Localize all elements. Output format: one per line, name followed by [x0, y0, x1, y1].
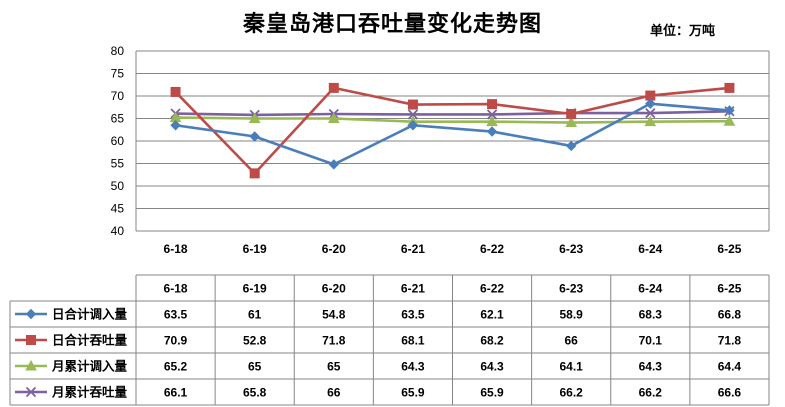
table-series-label: 月累计吞吐量 [51, 385, 128, 400]
table-value-cell: 66 [565, 334, 579, 348]
data-point [565, 140, 577, 152]
series-line [175, 116, 730, 124]
x-tick-label: 6-25 [717, 242, 741, 256]
series-triangle [169, 111, 736, 128]
data-point [724, 105, 735, 116]
y-tick-label: 65 [111, 112, 125, 126]
data-point [407, 120, 419, 131]
x-tick-label: 6-22 [480, 242, 504, 256]
table-value-cell: 65 [327, 360, 341, 374]
table-value-cell: 71.8 [322, 334, 346, 348]
data-point [328, 159, 340, 170]
data-point [644, 115, 657, 127]
table-series-label: 日合计吞吐量 [52, 333, 128, 348]
table-header-cell: 6-19 [243, 282, 267, 296]
data-point [486, 115, 498, 127]
y-tick-label: 75 [111, 67, 125, 81]
table-value-cell: 70.9 [164, 334, 188, 348]
y-tick-label: 80 [111, 44, 125, 58]
table-value-cell: 68.2 [480, 334, 504, 348]
table-value-cell: 52.8 [243, 334, 267, 348]
table-value-cell: 62.1 [480, 308, 504, 322]
table-value-cell: 71.8 [718, 334, 742, 348]
table-value-cell: 68.3 [639, 308, 663, 322]
y-tick-label: 60 [111, 134, 125, 148]
table-header-cell: 6-24 [638, 282, 662, 296]
table-header-cell: 6-22 [480, 282, 504, 296]
table-series-label: 日合计调入量 [52, 307, 128, 322]
data-point [723, 115, 736, 126]
series-line [175, 110, 730, 117]
data-point [407, 109, 419, 120]
data-point [249, 131, 260, 142]
table-header-cell: 6-18 [164, 282, 188, 296]
data-point [26, 335, 36, 345]
data-point [565, 116, 578, 128]
table-header-cell: 6-20 [322, 282, 346, 296]
data-point [486, 109, 498, 120]
data-point [327, 112, 340, 123]
table-value-cell: 64.1 [560, 360, 584, 374]
x-tick-label: 6-21 [401, 242, 425, 256]
table-value-cell: 68.1 [401, 334, 425, 348]
series-line [175, 102, 730, 166]
table-value-cell: 63.5 [401, 308, 425, 322]
table-value-cell: 63.5 [164, 308, 188, 322]
table-header-cell: 6-21 [401, 282, 425, 296]
table-value-cell: 66.8 [718, 308, 742, 322]
y-tick-label: 45 [111, 202, 125, 216]
x-tick-label: 6-23 [559, 242, 583, 256]
data-point [487, 99, 498, 110]
unit-label: 单位：万吨 [650, 24, 716, 39]
x-tick-label: 6-19 [243, 242, 267, 256]
table-value-cell: 64.4 [718, 360, 742, 374]
table-value-cell: 66.1 [164, 386, 188, 400]
table-series-label: 月累计调入量 [51, 359, 128, 374]
table-value-cell: 64.3 [401, 360, 425, 374]
data-point [645, 107, 656, 119]
table-value-cell: 66 [327, 386, 341, 400]
series-square [170, 82, 735, 179]
data-point [645, 98, 656, 109]
table-value-cell: 54.8 [322, 308, 346, 322]
table-value-cell: 58.9 [560, 308, 584, 322]
series-diamond [170, 98, 735, 170]
table-value-cell: 65 [248, 360, 262, 374]
data-point [407, 99, 418, 110]
y-tick-label: 40 [111, 224, 125, 238]
data-point [249, 168, 260, 179]
table-value-cell: 66.2 [560, 386, 584, 400]
table-value-cell: 64.3 [480, 360, 504, 374]
data-point [25, 359, 37, 371]
table-value-cell: 65.9 [401, 386, 425, 400]
data-point [566, 109, 577, 119]
data-point [170, 120, 181, 131]
data-point [170, 86, 181, 97]
data-point [248, 112, 261, 123]
table-value-cell: 66.6 [718, 386, 742, 400]
data-point [724, 82, 735, 93]
data-point [328, 82, 339, 93]
series-line [174, 86, 730, 175]
y-tick-label: 70 [111, 89, 125, 103]
data-point [486, 126, 498, 137]
x-tick-label: 6-20 [322, 242, 346, 256]
table-header-cell: 6-25 [717, 282, 741, 296]
x-tick-label: 6-18 [164, 242, 188, 256]
table-value-cell: 70.1 [639, 334, 663, 348]
table-value-cell: 61 [248, 308, 262, 322]
table-value-cell: 65.9 [480, 386, 504, 400]
table-value-cell: 65.8 [243, 386, 267, 400]
data-point [25, 308, 37, 320]
y-tick-label: 50 [111, 179, 125, 193]
y-tick-label: 55 [111, 157, 125, 171]
table-value-cell: 66.2 [639, 386, 663, 400]
table-value-cell: 64.3 [639, 360, 663, 374]
table-value-cell: 65.2 [164, 360, 188, 374]
data-point [25, 386, 37, 398]
chart-title: 秦皇岛港口吞吐量变化走势图 [242, 12, 542, 37]
x-tick-label: 6-24 [638, 242, 662, 256]
table-header-cell: 6-23 [559, 282, 583, 296]
